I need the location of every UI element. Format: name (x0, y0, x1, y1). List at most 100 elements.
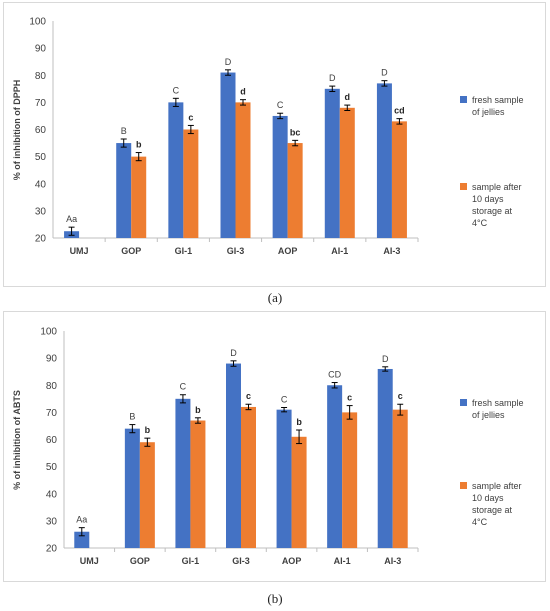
panel-b-y-tick-label: 40 (46, 489, 58, 500)
panel-a-x-tick-label: GI-3 (227, 246, 245, 256)
panel-b-x-tick-label: GI-1 (182, 556, 200, 566)
panel-a-y-tick-label: 100 (29, 17, 46, 28)
panel-a-caption: (a) (268, 290, 282, 305)
panel-a-data-label: bc (290, 127, 301, 137)
panel-a-y-tick-label: 40 (35, 179, 47, 190)
panel-a-legend-label: storage at (472, 206, 513, 216)
panel-a-x-tick-label: GI-1 (175, 246, 193, 256)
panel-a-legend-label: 10 days (472, 194, 504, 204)
panel-a-bar-fresh (220, 72, 236, 238)
panel-a-bar-fresh (324, 88, 340, 238)
panel-a-legend-label: of jellies (472, 107, 505, 117)
panel-a-y-tick-label: 50 (35, 152, 47, 163)
panel-b-legend-label: of jellies (472, 410, 505, 420)
panel-a-y-tick-label: 30 (35, 206, 47, 217)
panel-b-bar-fresh (276, 409, 292, 548)
panel-a-bar-stored (391, 121, 407, 238)
panel-b-data-label: B (129, 412, 135, 422)
panel-a-bar-stored (183, 129, 199, 238)
panel-b-data-label: C (281, 394, 288, 404)
panel-a-data-label: b (136, 140, 142, 150)
panel-b-data-label: b (145, 425, 151, 435)
panel-a-data-label: D (225, 57, 232, 67)
panel-b-y-tick-label: 100 (40, 327, 57, 338)
panel-a-x-tick-label: AI-1 (331, 246, 348, 256)
panel-b-legend-label: 10 days (472, 493, 504, 503)
panel-b-x-tick-label: GI-3 (232, 556, 250, 566)
panel-b-bar-fresh (327, 385, 343, 548)
panel-b-data-label: c (347, 393, 352, 403)
panel-b-legend-label: 4°C (472, 517, 488, 527)
panel-a-data-label: Aa (66, 214, 77, 224)
panel-a-data-label: d (240, 87, 246, 97)
panel-a-x-tick-label: UMJ (70, 246, 89, 256)
panel-a-bar-stored (287, 143, 303, 238)
panel-a-legend-label: 4°C (472, 218, 488, 228)
panel-a-data-label: C (277, 100, 284, 110)
panel-a-bar-fresh (116, 143, 132, 238)
panel-b-bar-stored (139, 442, 155, 548)
panel-b-data-label: CD (328, 370, 341, 380)
panel-b-data-label: b (296, 417, 302, 427)
panel-b-x-tick-label: AI-3 (384, 556, 401, 566)
panel-a-x-tick-label: AI-3 (383, 246, 400, 256)
panel-a-legend-swatch (460, 183, 467, 190)
panel-b-bar-stored (241, 406, 256, 548)
panel-a-bar-stored (339, 107, 355, 238)
panel-a-y-tick-label: 70 (35, 98, 47, 109)
panel-b-x-tick-label: GOP (130, 556, 150, 566)
panel-b-bar-stored (392, 409, 408, 548)
panel-a-ylabel: % of inhibition of DPPH (12, 80, 22, 181)
panel-b-x-tick-label: AOP (282, 556, 302, 566)
panel-b-y-tick-label: 70 (46, 408, 58, 419)
panel-b-frame (3, 311, 546, 582)
panel-b-bar-fresh (175, 398, 191, 548)
panel-b-x-tick-label: UMJ (80, 556, 99, 566)
panel-b-legend-label: sample after (472, 481, 522, 491)
panel-a-legend-label: fresh sample (472, 95, 524, 105)
panel-b-legend-swatch (460, 482, 467, 489)
panel-b-caption: (b) (267, 591, 282, 606)
panel-b-data-label: C (180, 382, 187, 392)
panel-a-y-tick-label: 20 (35, 234, 47, 245)
panel-a-y-tick-label: 90 (35, 44, 47, 55)
panel-a-legend-swatch (460, 96, 467, 103)
panel-a-chart: % of inhibition of DPPH 20 30 40 50 60 70 80 90… (12, 17, 524, 257)
panel-a-data-label: d (345, 92, 351, 102)
panel-a-data-label: C (173, 85, 180, 95)
panel-b-bar-stored (342, 412, 358, 548)
panel-a-data-label: c (188, 112, 193, 122)
panel-a-x-tick-label: AOP (278, 246, 298, 256)
panel-b-data-label: b (195, 405, 201, 415)
panel-b-data-label: D (230, 348, 237, 358)
panel-a-data-label: D (329, 73, 336, 83)
panel-b-legend-swatch (460, 399, 467, 406)
panel-b-bar-fresh (226, 363, 241, 548)
panel-b-bar-stored (291, 436, 307, 548)
panel-b-chart: % of inhibition of ABTS 20 30 40 50 60 70 80 90… (12, 327, 524, 567)
panel-b-y-tick-label: 90 (46, 354, 58, 365)
panel-a-y-tick-label: 60 (35, 125, 47, 136)
panel-b-y-tick-label: 30 (46, 516, 58, 527)
panel-a-bar-fresh (376, 83, 392, 238)
panel-a-bar-stored (235, 102, 251, 238)
panel-a-y-tick-label: 80 (35, 71, 47, 82)
panel-b-data-label: D (382, 354, 389, 364)
panel-b-y-tick-label: 80 (46, 381, 58, 392)
panel-a-x-tick-label: GOP (121, 246, 141, 256)
panel-a-bar-fresh (168, 102, 184, 238)
panel-a-data-label: D (381, 68, 388, 78)
panel-b-data-label: c (398, 391, 403, 401)
panel-b-bar-fresh (124, 428, 140, 548)
panel-a-bar-fresh (272, 115, 288, 238)
panel-a-bar-stored (131, 156, 147, 238)
panel-b-legend-label: storage at (472, 505, 513, 515)
panel-a-data-label: cd (394, 106, 405, 116)
panel-b-y-tick-label: 50 (46, 462, 58, 473)
panel-a-data-label: B (121, 126, 127, 136)
panel-b-bar-fresh (377, 368, 393, 548)
panel-b-bar-stored (190, 420, 206, 548)
panel-b-y-tick-label: 20 (46, 544, 58, 555)
panel-b-legend-label: fresh sample (472, 398, 524, 408)
